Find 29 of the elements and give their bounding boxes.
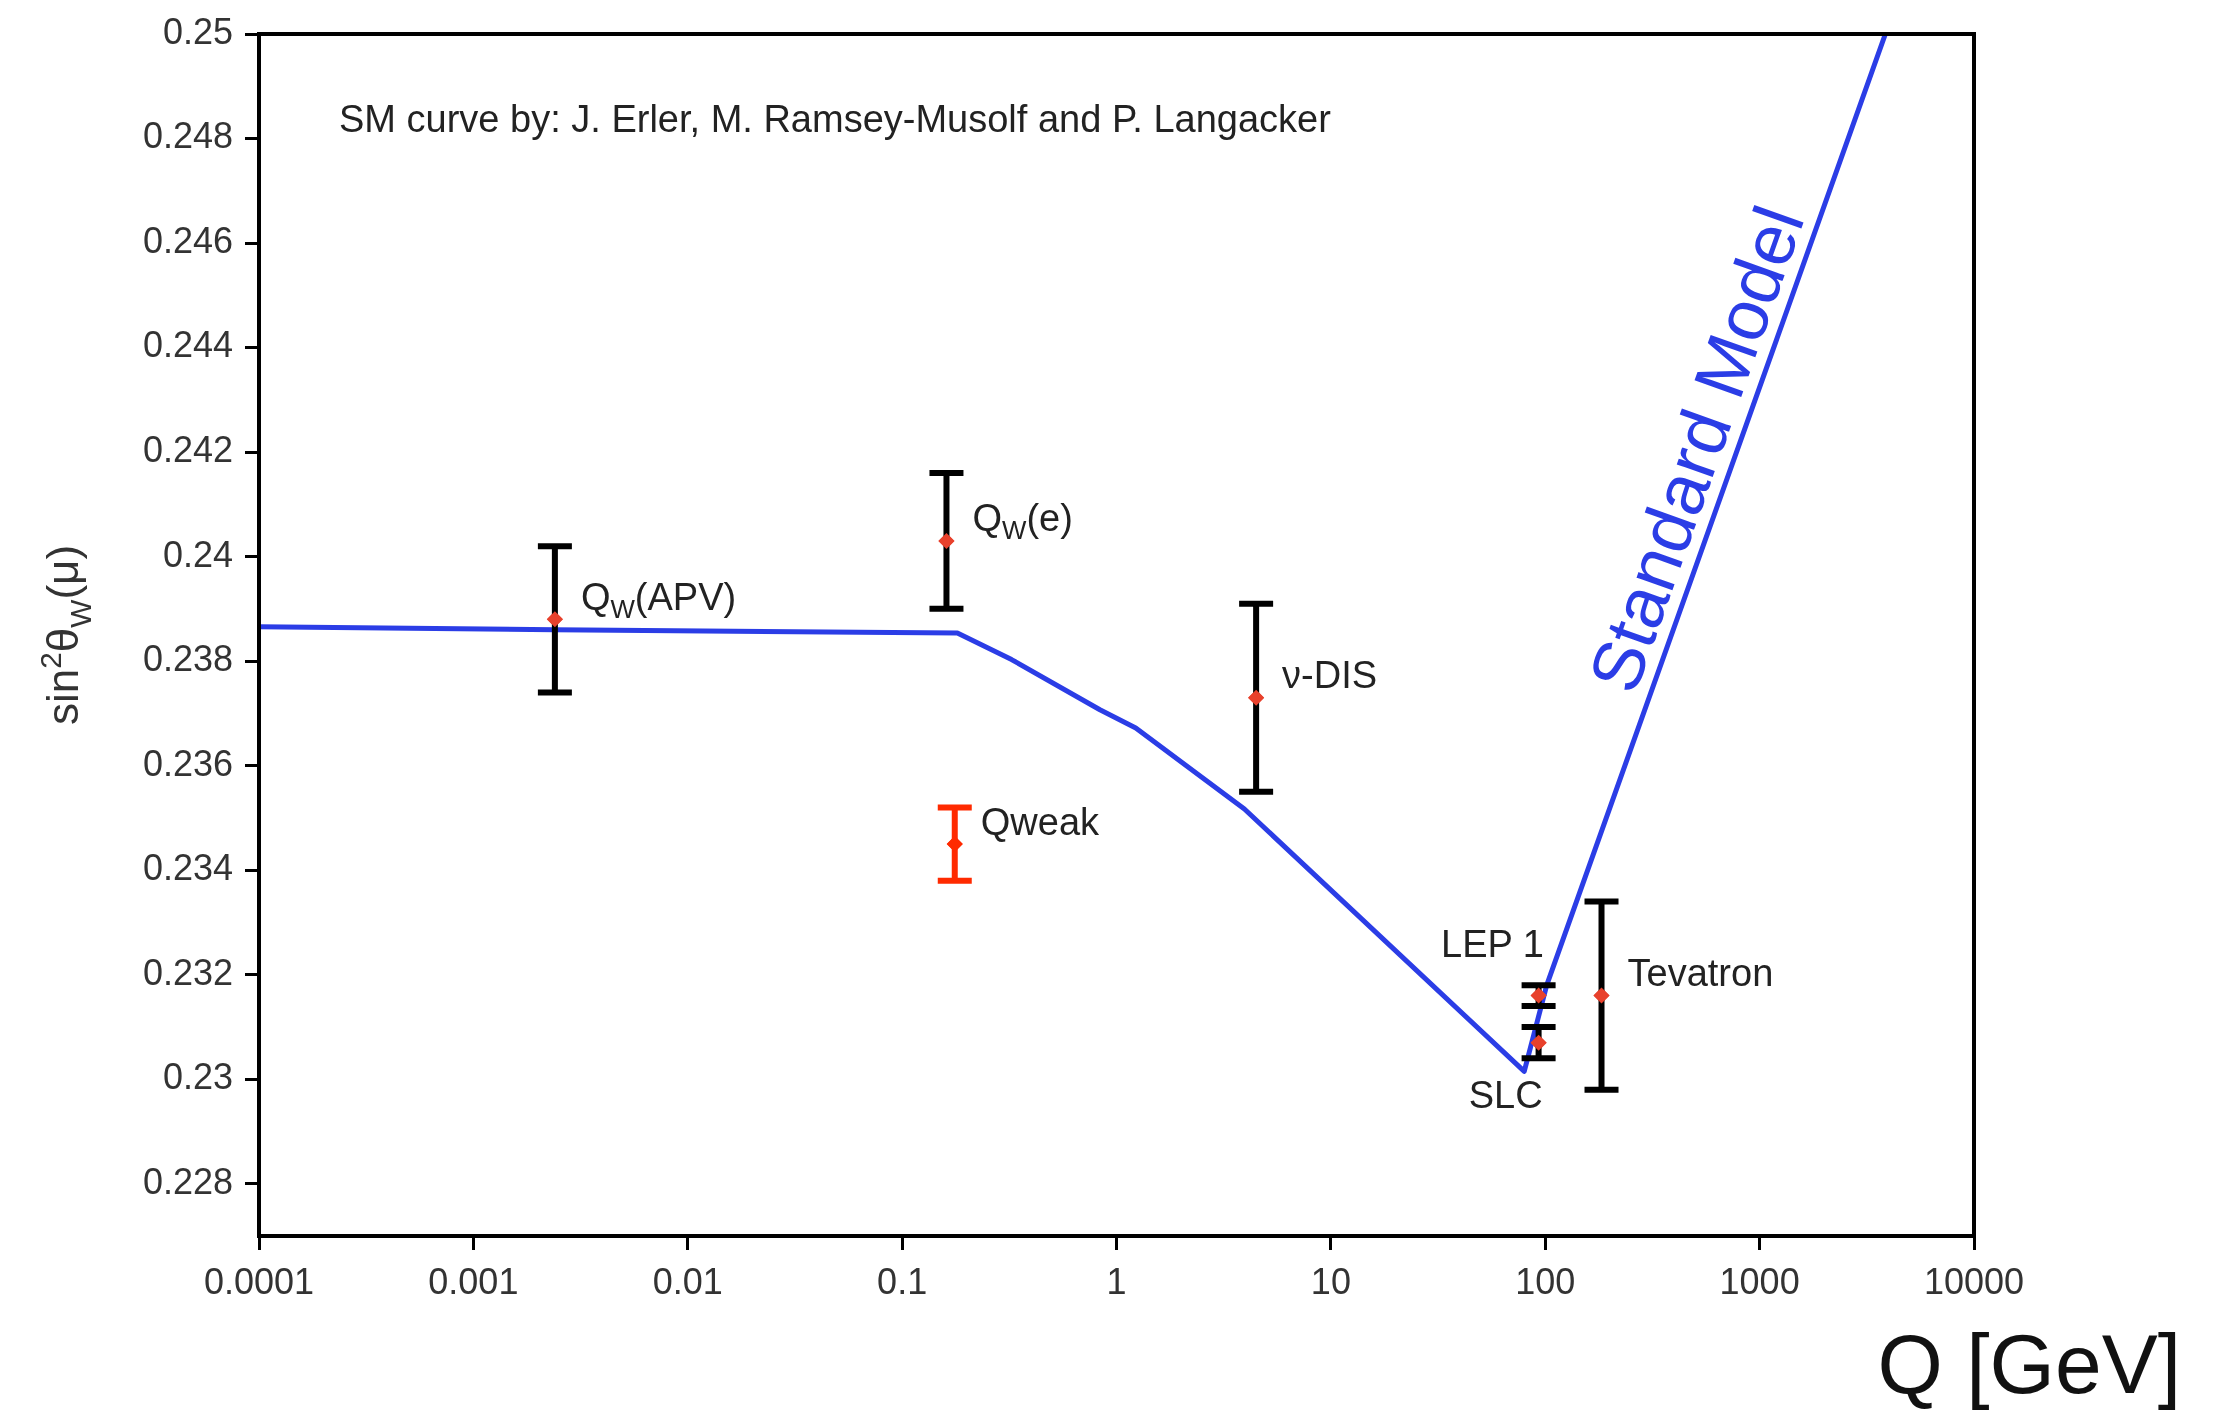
series-label: Qweak bbox=[980, 800, 1101, 843]
x-axis-title: Q [GeV] bbox=[1877, 1317, 2181, 1411]
y-tick-label: 0.234 bbox=[142, 847, 233, 889]
annotation: SM curve by: J. Erler, M. Ramsey-Musolf and P. Langacker bbox=[339, 98, 1332, 141]
x-tick-label: 1 bbox=[1106, 1260, 1127, 1302]
y-tick-label: 0.25 bbox=[162, 10, 233, 52]
x-tick-label: 0.01 bbox=[652, 1260, 723, 1302]
y-tick-label: 0.232 bbox=[142, 951, 233, 993]
y-axis-title: sin2θW(μ) bbox=[34, 544, 98, 726]
x-tick-label: 1000 bbox=[1719, 1260, 1800, 1302]
series-label: Tevatron bbox=[1627, 952, 1774, 995]
x-tick-label: 0.0001 bbox=[203, 1260, 315, 1302]
y-tick-label: 0.228 bbox=[142, 1160, 233, 1202]
x-tick-label: 0.1 bbox=[877, 1260, 928, 1302]
y-tick-label: 0.246 bbox=[142, 219, 233, 261]
y-tick-label: 0.242 bbox=[142, 429, 233, 471]
y-tick-label: 0.24 bbox=[162, 533, 233, 575]
x-tick-label: 10 bbox=[1310, 1260, 1351, 1302]
y-tick-label: 0.236 bbox=[142, 742, 233, 784]
y-tick-label: 0.244 bbox=[142, 324, 233, 366]
series-label: ν-DIS bbox=[1282, 654, 1378, 697]
y-tick-label: 0.23 bbox=[162, 1056, 233, 1098]
series-label: LEP 1 bbox=[1441, 923, 1544, 966]
series-label: SLC bbox=[1468, 1073, 1543, 1116]
x-tick-label: 10000 bbox=[1923, 1260, 2025, 1302]
x-tick-label: 100 bbox=[1515, 1260, 1576, 1302]
y-tick-label: 0.238 bbox=[142, 638, 233, 680]
x-tick-label: 0.001 bbox=[428, 1260, 519, 1302]
y-tick-label: 0.248 bbox=[142, 115, 233, 157]
